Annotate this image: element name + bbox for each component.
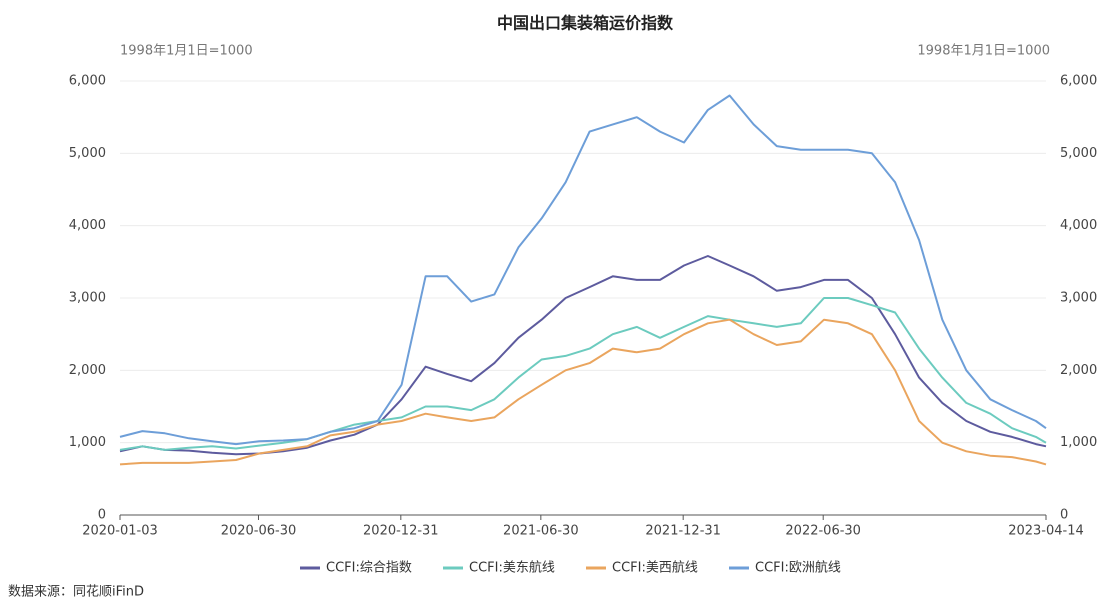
legend-label: CCFI:欧洲航线: [755, 560, 841, 576]
x-tick-label: 2020-06-30: [221, 524, 297, 539]
x-tick-label: 2020-01-03: [82, 524, 158, 539]
y-tick-label: 2,000: [69, 363, 106, 378]
series-line: [119, 318, 1047, 466]
y-tick-label: 5,000: [69, 146, 106, 161]
legend-label: CCFI:美东航线: [469, 560, 555, 576]
y-tick-label: 3,000: [69, 291, 106, 306]
y2-tick-label: 5,000: [1060, 146, 1097, 161]
legend-label: CCFI:美西航线: [612, 560, 698, 576]
y2-tick-label: 0: [1060, 508, 1068, 523]
series-line: [119, 297, 1047, 451]
y2-unit: 1998年1月1日=1000: [917, 44, 1050, 59]
x-tick-label: 2022-06-30: [785, 524, 861, 539]
y2-tick-label: 3,000: [1060, 291, 1097, 306]
y2-tick-label: 1,000: [1060, 435, 1097, 450]
y-tick-label: 4,000: [69, 218, 106, 233]
series-line: [119, 255, 1047, 456]
y-tick-label: 6,000: [69, 74, 106, 89]
y2-tick-label: 6,000: [1060, 74, 1097, 89]
source: 数据来源：同花顺iFinD: [8, 584, 144, 600]
y-tick-label: 1,000: [69, 435, 106, 450]
y-unit: 1998年1月1日=1000: [120, 44, 253, 59]
x-tick-label: 2020-12-31: [363, 524, 439, 539]
legend-label: CCFI:综合指数: [326, 561, 412, 576]
chart-title: 中国出口集装箱运价指数: [497, 14, 674, 33]
x-tick-label: 2023-04-14: [1008, 524, 1084, 539]
x-tick-label: 2021-12-31: [645, 524, 721, 539]
y-tick-label: 0: [98, 508, 106, 523]
series-line: [119, 94, 1047, 446]
y2-tick-label: 2,000: [1060, 363, 1097, 378]
x-tick-label: 2021-06-30: [503, 524, 579, 539]
y2-tick-label: 4,000: [1060, 218, 1097, 233]
